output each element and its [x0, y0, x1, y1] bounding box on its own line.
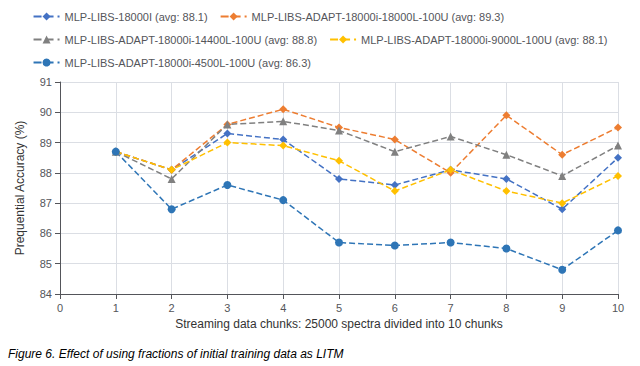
svg-text:89: 89 [40, 137, 52, 149]
svg-text:4: 4 [280, 302, 286, 314]
svg-text:MLP-LIBS-18000I (avg: 88.1): MLP-LIBS-18000I (avg: 88.1) [65, 11, 208, 23]
svg-text:1: 1 [113, 302, 119, 314]
svg-text:90: 90 [40, 106, 52, 118]
svg-text:10: 10 [612, 302, 624, 314]
svg-text:MLP-LIBS-ADAPT-18000i-18000L-1: MLP-LIBS-ADAPT-18000i-18000L-100U (avg: … [252, 11, 505, 23]
svg-text:0: 0 [57, 302, 63, 314]
svg-text:Streaming data chunks: 25000 s: Streaming data chunks: 25000 spectra div… [175, 317, 503, 331]
svg-text:91: 91 [40, 76, 52, 88]
svg-text:3: 3 [224, 302, 230, 314]
svg-text:7: 7 [448, 302, 454, 314]
svg-text:Prequential Accuracy (%): Prequential Accuracy (%) [13, 121, 27, 256]
svg-text:87: 87 [40, 197, 52, 209]
svg-text:8: 8 [503, 302, 509, 314]
svg-text:88: 88 [40, 167, 52, 179]
svg-text:9: 9 [559, 302, 565, 314]
svg-text:84: 84 [40, 288, 52, 300]
svg-text:MLP-LIBS-ADAPT-18000i-9000L-10: MLP-LIBS-ADAPT-18000i-9000L-100U (avg: 8… [361, 34, 607, 46]
svg-text:6: 6 [392, 302, 398, 314]
svg-text:85: 85 [40, 258, 52, 270]
svg-text:Figure 6. Effect of using frac: Figure 6. Effect of using fractions of i… [8, 347, 344, 361]
svg-text:86: 86 [40, 227, 52, 239]
svg-text:MLP-LIBS-ADAPT-18000i-4500L-10: MLP-LIBS-ADAPT-18000i-4500L-100U (avg: 8… [65, 57, 311, 69]
svg-text:5: 5 [336, 302, 342, 314]
svg-text:MLP-LIBS-ADAPT-18000i-14400L-1: MLP-LIBS-ADAPT-18000i-14400L-100U (avg: … [65, 34, 318, 46]
svg-text:2: 2 [169, 302, 175, 314]
